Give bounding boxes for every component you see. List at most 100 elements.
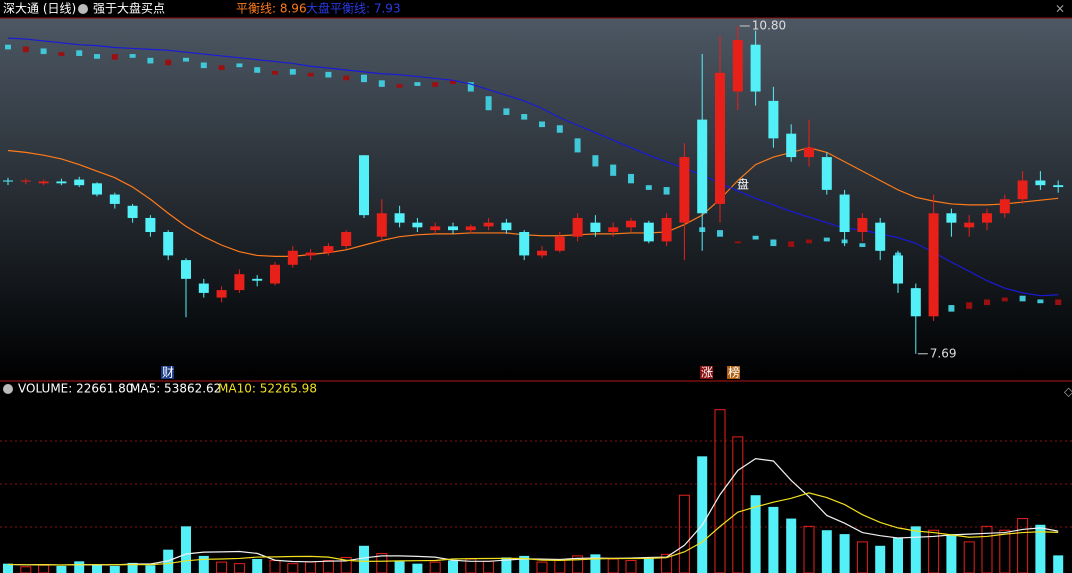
volume-bar bbox=[999, 529, 1011, 573]
candle-body bbox=[608, 227, 619, 233]
overlay-candle bbox=[343, 75, 350, 81]
candle-body bbox=[92, 183, 102, 195]
volume-bar bbox=[74, 561, 85, 573]
candle-body bbox=[537, 250, 547, 256]
candle-body bbox=[181, 260, 191, 279]
marker-bg bbox=[161, 366, 174, 379]
candle-body bbox=[74, 179, 85, 186]
candle-body bbox=[982, 213, 992, 223]
overlay-candle bbox=[859, 243, 866, 248]
volume-bar bbox=[875, 545, 886, 573]
overlay-candle bbox=[574, 138, 581, 153]
indicator-name: 强于大盘买点 bbox=[93, 1, 165, 16]
legend-entry: MA5: 53862.62 bbox=[130, 382, 221, 396]
overlay-candle bbox=[503, 108, 510, 115]
candle-body bbox=[234, 274, 245, 291]
candle-body bbox=[999, 199, 1010, 214]
candle-body bbox=[412, 222, 423, 228]
candle-body bbox=[38, 181, 49, 184]
overlay-candle bbox=[378, 80, 385, 87]
dropdown-icon[interactable] bbox=[3, 384, 13, 394]
volume-bar bbox=[963, 541, 975, 573]
volume-bar bbox=[697, 456, 708, 573]
price-panel bbox=[0, 18, 1072, 380]
overlay-candle bbox=[521, 114, 528, 120]
volume-bar bbox=[359, 545, 369, 573]
candle-body bbox=[216, 290, 227, 298]
candle-body bbox=[697, 119, 708, 214]
volume-grid bbox=[0, 440, 1072, 528]
overlay-candle bbox=[485, 96, 492, 111]
overlay-candle bbox=[147, 57, 154, 64]
candle-body bbox=[20, 180, 31, 182]
candle-body bbox=[359, 155, 369, 216]
volume-bar bbox=[786, 518, 797, 573]
overlay-candle bbox=[165, 59, 172, 66]
volume-bar bbox=[856, 541, 868, 573]
overlay-candle bbox=[272, 70, 278, 75]
volume-bar bbox=[198, 555, 209, 573]
overlay-candle bbox=[22, 46, 29, 53]
overlay-candle bbox=[129, 54, 136, 58]
candle-body bbox=[341, 232, 352, 247]
candle-body bbox=[448, 226, 458, 231]
marker-bg bbox=[700, 366, 713, 379]
candle-body bbox=[163, 232, 174, 256]
candle-body bbox=[1035, 180, 1046, 186]
event-marker[interactable]: 财 bbox=[162, 366, 174, 380]
overlay-candle bbox=[752, 235, 759, 240]
legend-entry: 大盘平衡线: 7.93 bbox=[306, 1, 401, 16]
overlay-candle bbox=[1037, 299, 1044, 304]
candle-body bbox=[661, 217, 672, 242]
overlay-candle bbox=[432, 82, 439, 87]
volume-bar bbox=[768, 506, 779, 573]
overlay-candle bbox=[948, 305, 955, 312]
volume-bar bbox=[821, 530, 832, 573]
volume-bar bbox=[181, 526, 191, 573]
dropdown-icon[interactable] bbox=[78, 4, 88, 14]
overlay-candle bbox=[396, 84, 403, 88]
diamond-icon[interactable]: ◇ bbox=[1064, 385, 1072, 399]
candle-body bbox=[839, 194, 850, 233]
overlay-candle bbox=[556, 125, 563, 133]
overlay-candle bbox=[645, 185, 652, 190]
candle-body bbox=[964, 222, 975, 228]
overlay-candle bbox=[111, 54, 118, 60]
overlay-candle bbox=[467, 82, 474, 92]
volume-bar bbox=[3, 563, 13, 573]
candle-body bbox=[572, 217, 583, 237]
volume-bar bbox=[448, 560, 458, 573]
candle-body bbox=[483, 222, 494, 227]
candle-body bbox=[1017, 180, 1028, 200]
overlay-candle bbox=[450, 80, 456, 85]
event-marker[interactable]: 涨 bbox=[701, 365, 713, 380]
overlay-candle bbox=[592, 155, 599, 167]
overlay-candle bbox=[307, 72, 314, 77]
candle-body bbox=[287, 250, 298, 265]
volume-bar bbox=[109, 566, 120, 573]
note: 盘 bbox=[737, 177, 749, 192]
overlay-candle bbox=[5, 44, 11, 50]
candle-body bbox=[750, 44, 761, 92]
overlay-candle bbox=[663, 187, 670, 195]
volume-bar bbox=[572, 555, 584, 573]
event-marker[interactable]: 榜 bbox=[728, 365, 740, 380]
line-series bbox=[7, 147, 1059, 257]
candle-body bbox=[804, 147, 814, 158]
volume-bar bbox=[946, 534, 957, 573]
volume-bar bbox=[92, 564, 102, 573]
volume-bar bbox=[394, 561, 405, 573]
volume-bar bbox=[910, 526, 921, 573]
candle-body bbox=[519, 232, 530, 256]
high-label: 10.80 bbox=[752, 18, 786, 32]
candle-body bbox=[590, 222, 601, 233]
candle-body bbox=[270, 264, 280, 284]
overlay-candle bbox=[628, 173, 634, 184]
close-icon[interactable]: × bbox=[1055, 2, 1065, 16]
volume-bar bbox=[519, 555, 530, 573]
marker-bg bbox=[727, 366, 740, 379]
candle-body bbox=[910, 288, 921, 317]
candle-body bbox=[821, 157, 832, 190]
overlay-candle bbox=[94, 54, 100, 59]
